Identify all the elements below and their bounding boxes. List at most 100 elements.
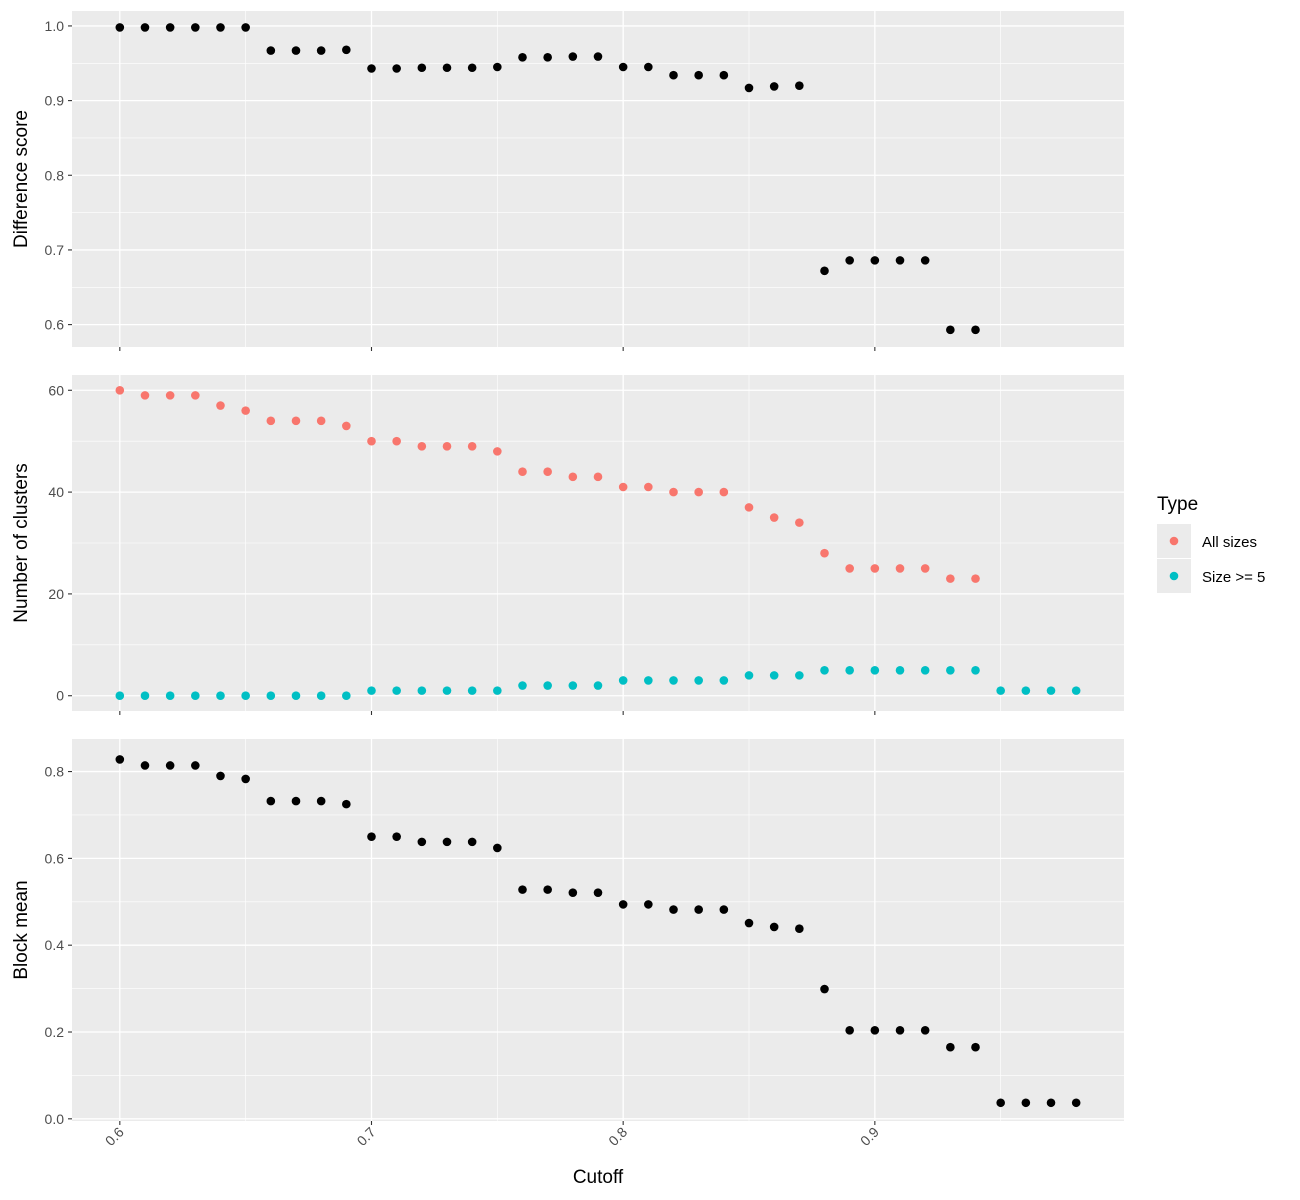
data-point [266,796,276,806]
data-point [593,681,603,690]
data-point [191,391,200,400]
data-point [744,918,754,928]
data-point [543,885,552,894]
data-point [316,46,326,55]
data-point [518,467,527,477]
legend-key-all-sizes [1169,536,1179,546]
data-point [845,564,854,573]
y-tick-label: 0.6 [45,317,65,333]
data-point [971,665,980,675]
panel-background [72,11,1124,347]
data-point [895,256,905,265]
data-point [342,45,351,55]
data-point [367,686,376,695]
data-point [165,691,175,701]
y-axis-title: Difference score [11,110,32,248]
data-point [316,796,326,806]
data-point [442,441,452,451]
y-tick-label: 0.6 [45,850,65,866]
panel-1: 0.6 0.7 0.8 0.9 1.0 Difference score [11,11,1124,351]
data-point [971,574,980,583]
data-point [996,686,1005,695]
data-point [719,487,729,497]
y-tick-label: 60 [48,382,64,398]
data-point [568,681,578,690]
data-point [644,482,653,492]
data-point [694,676,703,685]
data-point [895,1025,905,1035]
data-point [266,46,276,55]
data-point [669,676,678,685]
data-point [467,63,477,73]
data-point [694,487,703,497]
x-tick-label: 0.7 [354,1124,379,1149]
data-point [644,676,653,685]
data-point [291,691,301,701]
data-point [291,46,301,55]
data-point [795,81,804,90]
data-point [1046,686,1056,695]
data-point [216,401,225,410]
y-tick-label: 0.2 [45,1024,65,1040]
data-point [568,888,578,897]
data-point [392,832,401,841]
data-point [467,686,477,695]
data-point [694,905,703,914]
panel-3: 0.0 0.2 0.4 0.6 0.8 Block mean [11,739,1124,1127]
data-point [342,799,351,809]
y-tick-label: 0 [56,688,64,704]
data-point [266,691,276,701]
data-point [140,691,150,701]
data-point [115,23,125,32]
series-all-sizes [115,385,980,583]
data-point [820,984,829,994]
data-point [165,23,175,32]
panel-2: 0 20 40 60 Number of clusters [11,375,1124,715]
data-point [543,52,552,62]
data-point [996,1098,1005,1108]
data-point [795,671,804,680]
y-tick-label: 1.0 [45,18,65,34]
data-point [442,63,452,73]
data-point [920,256,930,265]
data-point [593,888,603,897]
data-point [316,691,326,701]
data-point [795,518,804,527]
data-point [845,1025,854,1035]
data-point [165,761,175,770]
legend-label-size-5: Size >= 5 [1202,569,1265,586]
data-point [618,676,628,685]
data-point [216,771,225,781]
data-point [342,691,351,701]
series-points-1 [115,23,980,335]
data-point [316,416,326,426]
data-point [241,774,250,784]
y-tick-label: 0.9 [45,93,65,109]
data-point [467,441,477,451]
data-point [1046,1098,1056,1108]
data-point [795,924,804,933]
y-tick-label: 0.8 [45,764,65,780]
y-axis-title: Block mean [11,880,32,979]
y-tick-label: 20 [48,586,64,602]
data-point [392,64,401,73]
data-point [618,482,628,492]
x-tick-label: 0.9 [857,1124,882,1149]
data-point [568,472,578,482]
x-tick-label: 0.8 [605,1124,630,1149]
data-point [870,564,880,573]
data-point [820,548,829,558]
data-point [115,385,125,395]
data-point [342,421,351,431]
data-point [769,671,779,680]
data-point [543,681,552,690]
data-point [895,564,905,573]
y-tick-label: 40 [48,484,64,500]
data-point [946,665,955,675]
data-point [971,325,980,335]
data-point [367,832,376,841]
x-axis: 0.6 0.7 0.8 0.9 [102,1124,882,1149]
data-point [367,64,376,73]
data-point [493,62,502,72]
data-point [191,23,200,32]
